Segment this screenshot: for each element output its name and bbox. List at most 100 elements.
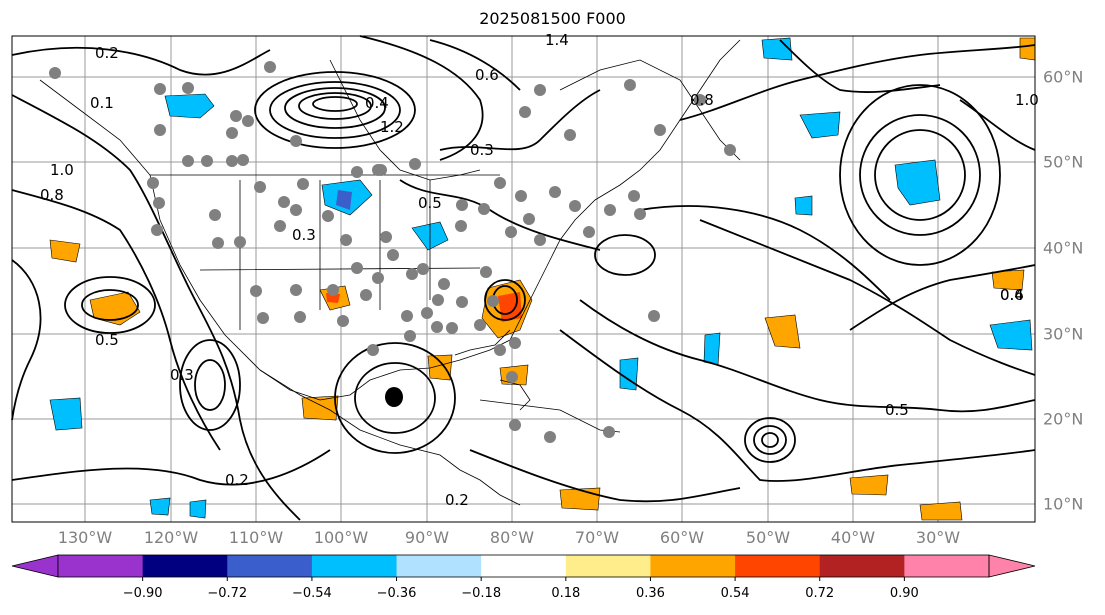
station-dot (421, 307, 433, 319)
longitude-label: 70°W (574, 528, 620, 547)
low-center (385, 387, 403, 407)
station-dot (380, 231, 392, 243)
colorbar-band (396, 555, 482, 577)
station-dot (509, 337, 521, 349)
station-dot (417, 263, 429, 275)
station-dot (487, 295, 499, 307)
station-dot (367, 344, 379, 356)
station-dot (337, 315, 349, 327)
colorbar-tick-label: 0.54 (720, 586, 750, 601)
colorbar-band (311, 555, 398, 577)
contour-label: 0.5 (418, 194, 442, 212)
station-dot (297, 178, 309, 190)
station-dot (406, 268, 418, 280)
station-dot (153, 197, 165, 209)
colorbar-band (819, 555, 905, 577)
station-dot (455, 220, 467, 232)
colorbar-band (481, 555, 567, 577)
contour-label: 0.2 (95, 44, 119, 62)
latitude-label: 10°N (1043, 494, 1084, 514)
station-dot (212, 237, 224, 249)
colorbar-band (58, 555, 144, 577)
station-dot (322, 210, 334, 222)
colorbar-tick-label: −0.90 (122, 586, 163, 601)
station-dot (494, 344, 506, 356)
map-border (11, 35, 1036, 523)
station-dot (274, 220, 286, 232)
station-dot (569, 200, 581, 212)
station-dot (387, 249, 399, 261)
station-dot (694, 94, 706, 106)
station-dot (278, 196, 290, 208)
colorbar-max-extension (988, 554, 1036, 578)
contours (11, 35, 1036, 521)
colorbar-tick-label: 0.72 (805, 586, 835, 601)
station-dot (360, 289, 372, 301)
contour-label: 0.2 (445, 491, 469, 509)
contour-label: 1.2 (380, 118, 404, 136)
station-dot (624, 79, 636, 91)
colorbar-tick-label: 0.18 (551, 586, 581, 601)
station-dot (401, 310, 413, 322)
station-dot (474, 319, 486, 331)
station-dot (534, 234, 546, 246)
longitude-label: 110°W (228, 528, 284, 547)
station-dot (250, 285, 262, 297)
station-dot (456, 296, 468, 308)
station-dot (372, 272, 384, 284)
contour-label: 0.6 (475, 66, 499, 84)
colorbar-tick-label: −0.18 (461, 586, 502, 601)
contour-label: 0.8 (690, 91, 714, 109)
station-dot (182, 82, 194, 94)
station-dot (182, 155, 194, 167)
station-dot (505, 226, 517, 238)
plot-title: 2025081500 F000 (479, 9, 626, 28)
contour-label: 0.3 (292, 226, 316, 244)
longitude-label: 90°W (404, 528, 450, 547)
longitude-label: 100°W (313, 528, 369, 547)
station-dot (431, 321, 443, 333)
station-dot (648, 310, 660, 322)
station-dot (290, 135, 302, 147)
station-dot (294, 311, 306, 323)
longitude-label: 60°W (659, 528, 705, 547)
station-dot (154, 83, 166, 95)
station-dot (432, 294, 444, 306)
station-dot (534, 84, 546, 96)
contour-label: 0.4 (1000, 286, 1024, 304)
colorbar-min-extension (11, 554, 59, 578)
latitude-label: 30°N (1043, 324, 1084, 344)
station-dot (226, 127, 238, 139)
station-dot (549, 186, 561, 198)
station-dot (237, 154, 249, 166)
longitude-label: 50°W (745, 528, 791, 547)
station-dot (519, 106, 531, 118)
colorbar-tick-label: −0.54 (291, 586, 332, 601)
station-dot (583, 226, 595, 238)
contour-label: 1.4 (545, 31, 569, 49)
latitude-label: 50°N (1043, 152, 1084, 172)
colorbar (11, 554, 1036, 581)
station-dot (372, 164, 384, 176)
latitude-label: 60°N (1043, 67, 1084, 87)
station-dot (603, 426, 615, 438)
station-dot (234, 236, 246, 248)
station-dot (154, 124, 166, 136)
station-dot (290, 284, 302, 296)
station-dot (264, 61, 276, 73)
station-dot (634, 208, 646, 220)
station-dot (151, 224, 163, 236)
contour-label: 0.3 (470, 141, 494, 159)
colorbar-outline (57, 554, 990, 578)
colorbar-tick-label: −0.36 (376, 586, 417, 601)
colorbar-tick-label: 0.36 (635, 586, 665, 601)
station-dot (628, 190, 640, 202)
longitude-label: 40°W (830, 528, 876, 547)
contour-label: 0.2 (225, 471, 249, 489)
station-dot (147, 177, 159, 189)
station-dot (254, 181, 266, 193)
longitude-label: 30°W (915, 528, 961, 547)
colorbar-band (227, 555, 313, 577)
colorbar-tick-label: −0.72 (207, 586, 248, 601)
